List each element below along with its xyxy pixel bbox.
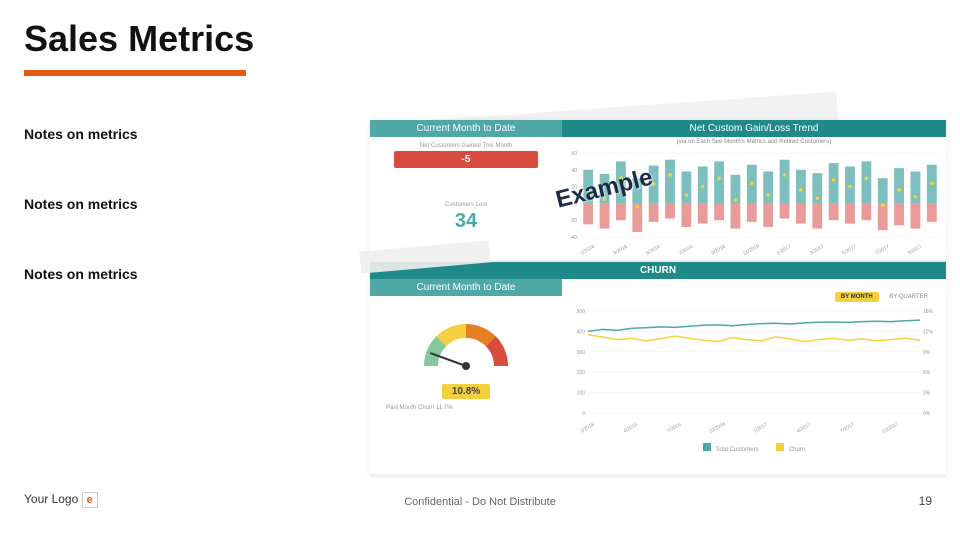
kpi2-label: Customers Lost	[394, 202, 538, 208]
svg-text:5/2017: 5/2017	[841, 244, 857, 255]
churn-mtd-header: Current Month to Date	[370, 279, 562, 296]
svg-text:400: 400	[577, 329, 586, 335]
kpi1-value: -5	[394, 151, 538, 168]
svg-text:-40: -40	[570, 235, 577, 241]
note-2: Notes on metrics	[24, 196, 138, 212]
svg-text:7/2017: 7/2017	[839, 422, 855, 433]
svg-text:6%: 6%	[923, 370, 931, 376]
svg-text:4/2017: 4/2017	[796, 422, 812, 433]
kpi1-label: Net Customers Gained This Month	[394, 143, 538, 149]
svg-text:9/2017: 9/2017	[907, 244, 923, 255]
mtd-header: Current Month to Date	[370, 120, 562, 137]
svg-text:40: 40	[571, 168, 577, 174]
svg-text:7/2017: 7/2017	[874, 244, 890, 255]
note-3: Notes on metrics	[24, 266, 138, 282]
svg-text:7/2016: 7/2016	[678, 244, 694, 255]
svg-text:1/2017: 1/2017	[753, 422, 769, 433]
churn-panel: CHURN Current Month to Date 10.8% Past M…	[370, 260, 946, 460]
toggle-by-quarter[interactable]: BY QUARTER	[883, 292, 934, 302]
svg-text:1/2016: 1/2016	[579, 422, 595, 433]
legend-swatch-customers	[703, 443, 711, 451]
svg-text:0%: 0%	[923, 411, 931, 417]
svg-text:10/2016: 10/2016	[708, 421, 727, 433]
gauge-footer: Past Month Churn 11.7%	[378, 405, 554, 411]
svg-text:7/2016: 7/2016	[666, 422, 682, 433]
footer: Your Logo e Confidential - Do Not Distri…	[0, 502, 960, 522]
slide: Sales Metrics Notes on metrics Notes on …	[0, 0, 960, 540]
svg-text:4/2016: 4/2016	[623, 422, 639, 433]
kpi2-value: 34	[394, 210, 538, 233]
svg-text:9/2016: 9/2016	[710, 244, 726, 255]
svg-text:1/2017: 1/2017	[776, 244, 792, 255]
page-number: 19	[919, 494, 932, 508]
gain-loss-chart: -40-2002040601/20163/20165/20167/20169/2…	[562, 147, 946, 255]
svg-text:3/2016: 3/2016	[612, 244, 628, 255]
svg-text:300: 300	[577, 350, 586, 356]
gain-loss-panel: Current Month to Date Net Customers Gain…	[370, 120, 946, 260]
confidential-text: Confidential - Do Not Distribute	[404, 496, 556, 508]
legend-swatch-churn	[776, 443, 784, 451]
churn-gauge	[406, 306, 526, 376]
churn-line-chart: 0 0% 100 3% 200 6% 300 9% 400 12% 500 15% 1/2016 4/20…	[566, 305, 942, 433]
svg-text:3%: 3%	[923, 391, 931, 397]
svg-text:500: 500	[577, 309, 586, 315]
svg-text:5/2016: 5/2016	[645, 244, 661, 255]
svg-text:-20: -20	[570, 218, 577, 224]
trend-subheader: (via on Each See Month's Metrics and Ret…	[562, 137, 946, 147]
svg-text:10/2017: 10/2017	[881, 421, 900, 433]
legend-label-churn: Churn	[789, 447, 805, 453]
logo: Your Logo e	[24, 492, 98, 508]
legend-label-customers: Total Customers	[715, 447, 758, 453]
dashboard-shadow	[370, 474, 946, 478]
svg-text:9%: 9%	[923, 350, 931, 356]
page-title: Sales Metrics	[24, 18, 254, 60]
svg-text:200: 200	[577, 370, 586, 376]
svg-text:15%: 15%	[923, 309, 934, 315]
svg-text:12%: 12%	[923, 329, 934, 335]
svg-text:1/2016: 1/2016	[580, 244, 596, 255]
svg-text:60: 60	[571, 151, 577, 157]
logo-icon: e	[82, 492, 98, 508]
note-1: Notes on metrics	[24, 126, 138, 142]
svg-text:3/2017: 3/2017	[809, 244, 825, 255]
trend-header: Net Custom Gain/Loss Trend	[562, 120, 946, 137]
gauge-value: 10.8%	[442, 384, 490, 399]
svg-text:0: 0	[582, 411, 585, 417]
svg-text:11/2016: 11/2016	[742, 243, 761, 255]
title-underline	[24, 70, 246, 76]
svg-text:100: 100	[577, 391, 586, 397]
churn-legend: Total Customers Churn	[566, 438, 942, 456]
dashboard-screenshot: Current Month to Date Net Customers Gain…	[370, 120, 946, 476]
toggle-by-month[interactable]: BY MONTH	[835, 292, 879, 302]
logo-text: Your Logo	[24, 492, 78, 506]
